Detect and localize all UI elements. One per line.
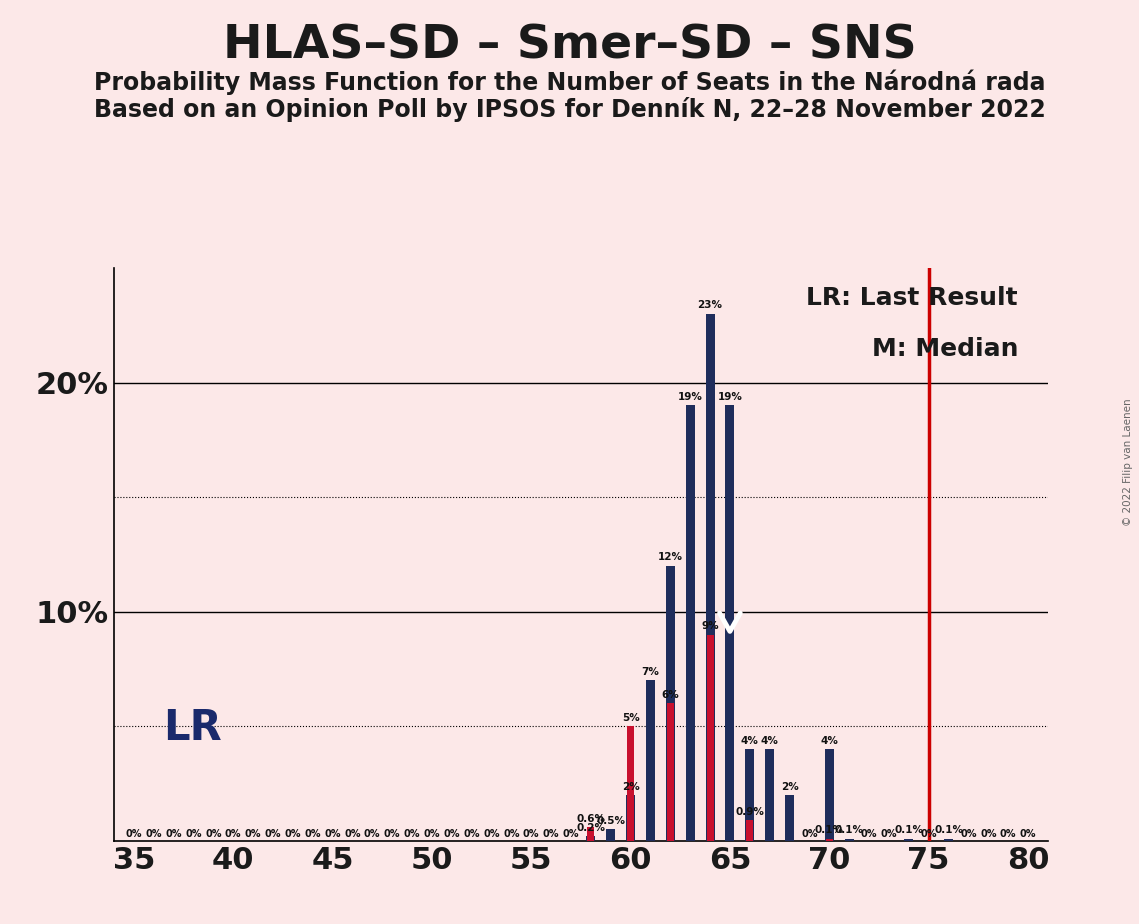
Text: 0%: 0% xyxy=(980,829,997,839)
Text: 0%: 0% xyxy=(563,829,580,839)
Text: 0%: 0% xyxy=(503,829,519,839)
Bar xyxy=(686,406,695,841)
Text: 5%: 5% xyxy=(622,712,639,723)
Bar xyxy=(666,703,674,841)
Text: 0.9%: 0.9% xyxy=(736,807,764,817)
Bar xyxy=(587,836,596,841)
Bar xyxy=(825,749,834,841)
Text: 0%: 0% xyxy=(960,829,976,839)
Text: Based on an Opinion Poll by IPSOS for Denník N, 22–28 November 2022: Based on an Opinion Poll by IPSOS for De… xyxy=(93,97,1046,122)
Text: 0.6%: 0.6% xyxy=(576,814,605,823)
Text: 0%: 0% xyxy=(384,829,400,839)
Text: 12%: 12% xyxy=(658,553,682,563)
Bar xyxy=(904,839,913,841)
Text: 0.1%: 0.1% xyxy=(814,825,844,835)
Text: 0%: 0% xyxy=(1000,829,1016,839)
Text: LR: LR xyxy=(164,707,222,749)
Text: 0.5%: 0.5% xyxy=(596,816,625,826)
Text: 4%: 4% xyxy=(740,736,759,746)
Text: 0%: 0% xyxy=(344,829,361,839)
Text: 0.1%: 0.1% xyxy=(894,825,924,835)
Bar xyxy=(606,830,615,841)
Text: 0%: 0% xyxy=(125,829,142,839)
Text: 0%: 0% xyxy=(861,829,877,839)
Text: 0%: 0% xyxy=(325,829,341,839)
Text: 0.1%: 0.1% xyxy=(835,825,863,835)
Bar xyxy=(746,821,753,841)
Text: 0%: 0% xyxy=(523,829,540,839)
Text: 0%: 0% xyxy=(245,829,261,839)
Text: 4%: 4% xyxy=(761,736,779,746)
Text: HLAS–SD – Smer–SD – SNS: HLAS–SD – Smer–SD – SNS xyxy=(222,23,917,68)
Text: Probability Mass Function for the Number of Seats in the Národná rada: Probability Mass Function for the Number… xyxy=(93,69,1046,95)
Text: LR: Last Result: LR: Last Result xyxy=(806,286,1018,310)
Text: 19%: 19% xyxy=(718,392,743,402)
Bar xyxy=(628,726,634,841)
Bar xyxy=(588,827,595,841)
Bar xyxy=(745,749,754,841)
Text: 6%: 6% xyxy=(662,690,679,699)
Bar xyxy=(646,680,655,841)
Bar xyxy=(765,749,775,841)
Text: 0%: 0% xyxy=(403,829,420,839)
Text: 0%: 0% xyxy=(443,829,460,839)
Text: 0%: 0% xyxy=(186,829,202,839)
Text: 0%: 0% xyxy=(224,829,241,839)
Text: 4%: 4% xyxy=(820,736,838,746)
Text: 0%: 0% xyxy=(483,829,500,839)
Text: 0%: 0% xyxy=(920,829,937,839)
Bar xyxy=(826,839,833,841)
Text: 0%: 0% xyxy=(165,829,182,839)
Text: 0%: 0% xyxy=(424,829,440,839)
Bar xyxy=(706,635,713,841)
Text: 7%: 7% xyxy=(641,667,659,677)
Text: 0%: 0% xyxy=(264,829,281,839)
Text: 0%: 0% xyxy=(285,829,301,839)
Text: 0%: 0% xyxy=(205,829,221,839)
Text: 0%: 0% xyxy=(880,829,898,839)
Bar xyxy=(785,795,794,841)
Text: 19%: 19% xyxy=(678,392,703,402)
Text: 9%: 9% xyxy=(702,621,719,631)
Text: 23%: 23% xyxy=(697,300,722,310)
Text: 0%: 0% xyxy=(304,829,321,839)
Text: 2%: 2% xyxy=(780,782,798,792)
Text: 2%: 2% xyxy=(622,782,639,792)
Bar xyxy=(626,795,636,841)
Text: 0%: 0% xyxy=(801,829,818,839)
Bar xyxy=(845,839,853,841)
Text: 0%: 0% xyxy=(1019,829,1036,839)
Text: 0%: 0% xyxy=(364,829,380,839)
Text: 0%: 0% xyxy=(464,829,480,839)
Bar xyxy=(944,839,953,841)
Text: © 2022 Filip van Laenen: © 2022 Filip van Laenen xyxy=(1123,398,1133,526)
Text: 0.2%: 0.2% xyxy=(576,822,605,833)
Text: 0%: 0% xyxy=(543,829,559,839)
Bar xyxy=(726,406,735,841)
Bar xyxy=(705,314,714,841)
Text: 0.1%: 0.1% xyxy=(934,825,962,835)
Text: 0%: 0% xyxy=(146,829,162,839)
Text: M: Median: M: Median xyxy=(871,336,1018,360)
Bar xyxy=(666,565,674,841)
